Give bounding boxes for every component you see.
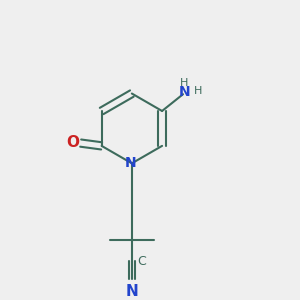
Text: N: N [125,284,138,299]
Text: O: O [66,135,80,150]
Text: N: N [178,85,190,99]
Text: N: N [124,156,136,170]
Text: H: H [194,85,202,96]
Text: C: C [137,255,146,268]
Text: H: H [179,78,188,88]
